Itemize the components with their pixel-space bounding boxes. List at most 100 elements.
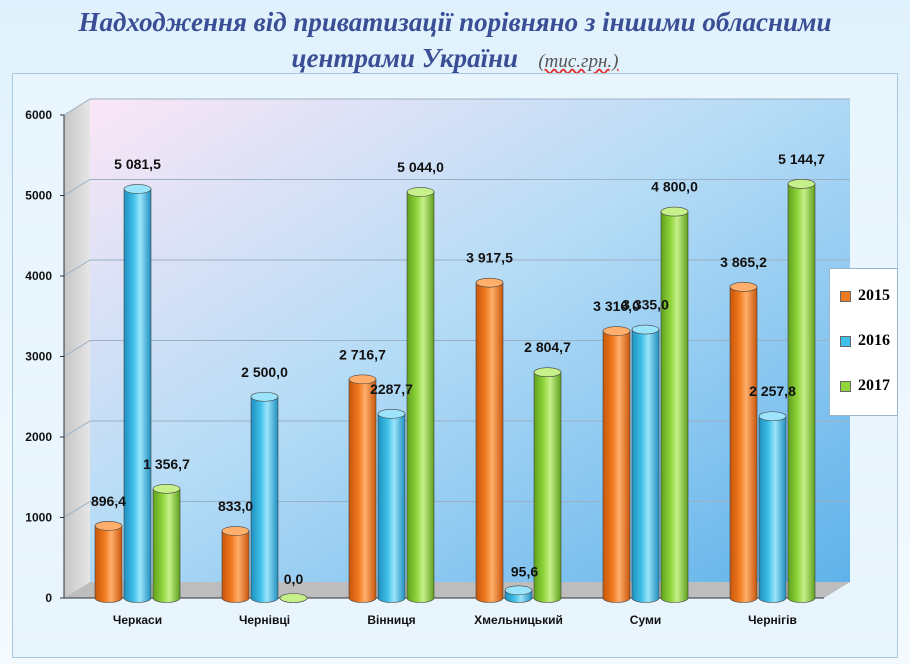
bar-body-2016 <box>631 329 660 603</box>
value-label-2017: 0,0 <box>284 571 304 587</box>
bar-top-2016 <box>123 184 152 194</box>
value-label-2015: 896,4 <box>91 493 126 509</box>
legend-label-2017: 2017 <box>858 377 890 394</box>
bar-top-2017 <box>152 483 181 494</box>
bar-2017-3 <box>533 367 562 603</box>
bar-body-2015 <box>348 379 377 603</box>
title-line-2-text: центрами України <box>291 43 519 73</box>
bar-2016-0 <box>123 184 152 603</box>
value-label-2017: 5 044,0 <box>397 159 444 175</box>
value-label-2016: 2287,7 <box>370 381 413 397</box>
bar-2016-2 <box>377 409 406 603</box>
value-label-2016: 2 257,8 <box>749 383 796 399</box>
bar-body-2017 <box>660 211 689 603</box>
bar-top-2016 <box>250 391 279 402</box>
legend-item-2017: 2017 <box>840 376 890 396</box>
value-label-2016: 2 500,0 <box>241 364 288 380</box>
y-tick-label: 6000 <box>25 108 52 122</box>
bar-2016-3 <box>504 585 533 603</box>
bar-top-2015 <box>221 526 250 536</box>
title-unit: (тис.грн.) <box>538 51 619 72</box>
bar-2016-4 <box>631 324 660 603</box>
bar-top-2017 <box>279 593 308 603</box>
bar-body-2016 <box>250 396 279 603</box>
bar-2017-4 <box>660 206 689 603</box>
bar-body-2017 <box>787 183 816 603</box>
bar-top-2016 <box>504 585 533 596</box>
category-label: Хмельницький <box>474 613 563 627</box>
bar-top-2017 <box>533 367 562 378</box>
bar-top-2017 <box>406 187 435 197</box>
y-tick-label: 5000 <box>25 189 52 203</box>
legend-swatch-2015 <box>840 290 851 302</box>
legend-swatch-2017 <box>840 380 851 392</box>
bar-body-2016 <box>758 415 787 603</box>
gridline <box>63 98 850 116</box>
bar-body-2017 <box>406 191 435 603</box>
bar-body-2016 <box>123 188 152 603</box>
value-label-2016: 5 081,5 <box>114 156 161 172</box>
y-tick-label: 2000 <box>25 430 52 444</box>
bar-top-2015 <box>602 326 631 336</box>
value-label-2017: 1 356,7 <box>143 456 190 472</box>
bar-body-2016 <box>377 413 406 603</box>
bar-2015-2 <box>348 374 377 603</box>
value-label-2017: 2 804,7 <box>524 339 571 355</box>
legend-label-2015: 2015 <box>858 287 890 304</box>
bar-2017-5 <box>787 179 816 603</box>
chart-title: Надходження від приватизації порівняно з… <box>0 4 910 80</box>
bar-top-2015 <box>475 277 504 288</box>
bar-2017-1 <box>279 593 308 603</box>
y-tick-label: 4000 <box>25 269 52 283</box>
bar-body-2017 <box>533 371 562 603</box>
y-tick-label: 3000 <box>25 350 52 364</box>
legend-item-2015: 2015 <box>840 286 890 306</box>
value-label-2015: 833,0 <box>218 498 253 514</box>
bar-2017-2 <box>406 187 435 603</box>
bar-body-2015 <box>729 286 758 603</box>
value-label-2015: 3 865,2 <box>720 254 767 270</box>
bar-body-2015 <box>475 282 504 603</box>
bar-2015-5 <box>729 282 758 603</box>
bar-2016-1 <box>250 391 279 603</box>
value-label-2016: 95,6 <box>511 563 538 579</box>
gridline <box>63 179 850 196</box>
gridline <box>63 420 850 438</box>
legend-label-2016: 2016 <box>858 332 890 349</box>
category-label: Вінниця <box>367 613 415 627</box>
value-label-2015: 2 716,7 <box>339 346 386 362</box>
bar-top-2015 <box>348 374 377 385</box>
bar-2017-0 <box>152 483 181 603</box>
bar-top-2015 <box>94 521 123 531</box>
bar-body-2015 <box>602 330 631 603</box>
value-label-2015: 3 917,5 <box>466 250 513 266</box>
gridline <box>63 259 850 277</box>
legend-item-2016: 2016 <box>840 331 890 351</box>
title-line-1: Надходження від приватизації порівняно з… <box>78 7 832 37</box>
value-label-2017: 5 144,7 <box>778 151 825 167</box>
value-label-2015: 3 316,0 <box>593 298 640 314</box>
bar-body-2017 <box>152 488 181 603</box>
bar-top-2017 <box>787 179 816 189</box>
bar-top-2016 <box>377 409 406 419</box>
title-line-2: центрами України (тис.грн.) <box>0 40 910 80</box>
value-label-2016: 3 335,0 <box>622 297 669 313</box>
category-label: Черкаси <box>113 613 162 627</box>
y-tick-label: 0 <box>45 591 52 605</box>
bar-top-2017 <box>660 206 689 217</box>
bar-body-2015 <box>221 530 250 603</box>
bar-2015-3 <box>475 277 504 603</box>
bar-body-2015 <box>94 525 123 603</box>
bar-top-2016 <box>758 411 787 422</box>
bar-top-2015 <box>729 282 758 292</box>
legend-swatch-2016 <box>840 335 851 347</box>
gridline <box>63 340 850 357</box>
category-label: Чернігів <box>748 613 797 627</box>
legend: 2015 2016 2017 <box>829 268 898 416</box>
gridline <box>63 501 850 518</box>
bar-2016-5 <box>758 411 787 603</box>
bar-2015-1 <box>221 526 250 603</box>
bar-top-2016 <box>631 324 660 335</box>
category-label: Суми <box>630 613 661 627</box>
